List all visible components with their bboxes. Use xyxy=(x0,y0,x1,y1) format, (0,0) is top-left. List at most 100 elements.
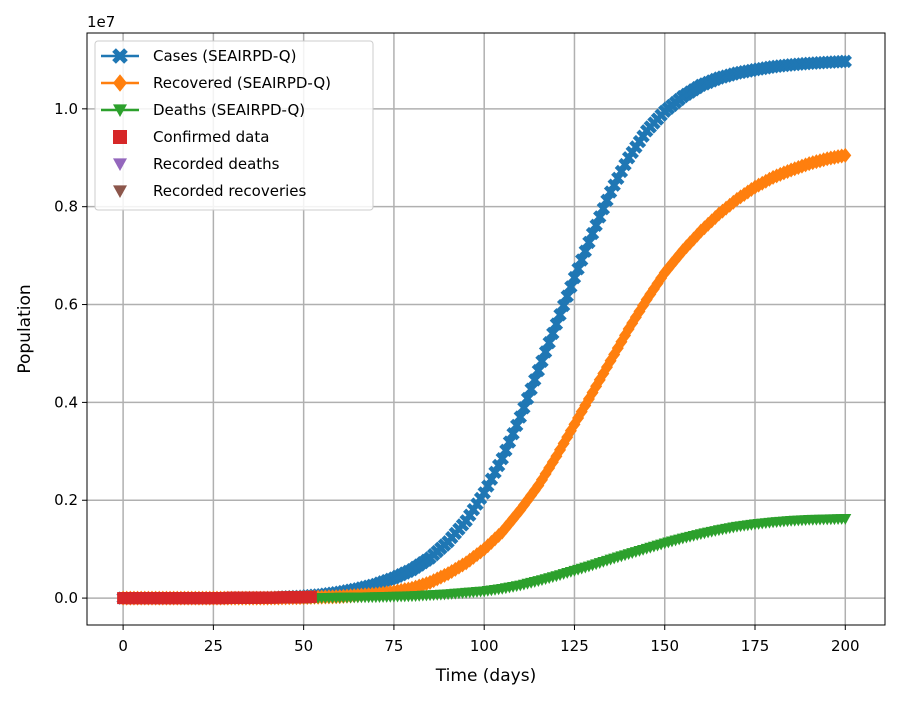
data-point-cases-seairpd-q-stroke xyxy=(481,479,495,493)
data-point-cases-seairpd-q xyxy=(556,298,571,313)
data-point-cases-seairpd-q xyxy=(582,235,596,250)
data-point-cases-seairpd-q xyxy=(611,171,625,186)
legend-marker xyxy=(112,48,128,64)
legend-label: Recorded deaths xyxy=(153,155,280,173)
data-point-cases-seairpd-q-stroke xyxy=(538,345,553,359)
data-point-cases-seairpd-q-stroke xyxy=(589,218,603,232)
x-tick-label: 50 xyxy=(294,637,313,655)
y-tick-label: 0.4 xyxy=(54,393,78,411)
data-point-cases-seairpd-q xyxy=(477,486,491,500)
data-point-cases-seairpd-q xyxy=(488,465,502,480)
data-point-cases-seairpd-q xyxy=(589,218,603,232)
data-point-cases-seairpd-q-stroke xyxy=(549,317,564,331)
series-layer xyxy=(116,54,852,606)
legend-item-recorded-recoveries: Recorded recoveries xyxy=(113,182,307,200)
y-tick-label: 0.8 xyxy=(54,198,78,216)
x-tick-label: 0 xyxy=(118,637,128,655)
legend-label: Recorded recoveries xyxy=(153,182,307,200)
data-point-cases-seairpd-q-stroke xyxy=(517,401,531,415)
data-point-cases-seairpd-q xyxy=(596,201,611,216)
x-tick-label: 150 xyxy=(650,637,679,655)
data-point-cases-seairpd-q-stroke xyxy=(574,253,589,267)
y-tick-label: 0.0 xyxy=(54,589,78,607)
y-tick-label: 0.2 xyxy=(54,491,78,509)
data-point-cases-seairpd-q-stroke xyxy=(618,157,632,172)
data-point-cases-seairpd-q-stroke xyxy=(477,486,491,500)
data-point-cases-seairpd-q xyxy=(549,317,564,331)
data-point-cases-seairpd-q xyxy=(538,345,553,359)
data-point-cases-seairpd-q xyxy=(524,382,538,396)
legend-label: Confirmed data xyxy=(153,128,269,146)
data-point-cases-seairpd-q-stroke xyxy=(585,226,600,241)
data-point-cases-seairpd-q xyxy=(564,280,578,294)
data-point-cases-seairpd-q-stroke xyxy=(495,451,509,466)
x-axis-label: Time (days) xyxy=(435,666,536,686)
data-point-cases-seairpd-q-stroke xyxy=(502,435,517,449)
data-point-cases-seairpd-q xyxy=(603,185,618,199)
y-offset-label: 1e7 xyxy=(87,13,115,31)
x-tick-label: 175 xyxy=(741,637,770,655)
data-point-cases-seairpd-q-stroke xyxy=(582,235,596,250)
data-point-cases-seairpd-q xyxy=(510,418,524,433)
legend-marker-stroke xyxy=(112,48,128,64)
data-point-cases-seairpd-q-stroke xyxy=(614,164,629,179)
data-point-cases-seairpd-q xyxy=(517,401,531,415)
y-tick-label: 1.0 xyxy=(54,100,78,118)
data-point-cases-seairpd-q-stroke xyxy=(542,336,556,350)
data-point-cases-seairpd-q-stroke xyxy=(556,298,571,313)
legend: Cases (SEAIRPD-Q) Recovered (SEAIRPD-Q) De… xyxy=(94,40,374,211)
series-deaths-seairpd-q xyxy=(297,514,852,605)
data-point-cases-seairpd-q-stroke xyxy=(838,54,852,69)
data-point-cases-seairpd-q-stroke xyxy=(491,458,506,473)
data-point-cases-seairpd-q-stroke xyxy=(571,262,585,276)
data-point-cases-seairpd-q-stroke xyxy=(593,210,607,224)
data-point-cases-seairpd-q xyxy=(553,308,567,322)
data-point-cases-seairpd-q-stroke xyxy=(531,363,546,378)
data-point-cases-seairpd-q xyxy=(506,427,520,441)
data-point-cases-seairpd-q-stroke xyxy=(567,270,582,285)
data-point-cases-seairpd-q xyxy=(614,164,629,179)
data-point-cases-seairpd-q-stroke xyxy=(564,280,578,294)
data-point-cases-seairpd-q-stroke xyxy=(513,410,527,424)
data-point-cases-seairpd-q-stroke xyxy=(553,308,567,322)
x-tick-label: 125 xyxy=(560,637,589,655)
data-point-cases-seairpd-q xyxy=(481,479,495,493)
data-point-cases-seairpd-q xyxy=(546,326,560,341)
data-point-cases-seairpd-q xyxy=(838,54,852,69)
legend-item-recovered-seairpd-q: Recovered (SEAIRPD-Q) xyxy=(101,74,331,92)
data-point-cases-seairpd-q-stroke xyxy=(488,465,502,480)
x-tick-label: 25 xyxy=(204,637,223,655)
data-point-cases-seairpd-q-stroke xyxy=(596,201,611,216)
data-point-cases-seairpd-q-stroke xyxy=(546,326,560,341)
data-point-cases-seairpd-q-stroke xyxy=(560,289,574,303)
data-point-cases-seairpd-q-stroke xyxy=(611,171,625,186)
data-point-cases-seairpd-q xyxy=(502,435,517,449)
legend-marker xyxy=(113,104,127,117)
data-point-cases-seairpd-q-stroke xyxy=(484,472,499,486)
data-point-cases-seairpd-q-stroke xyxy=(528,373,542,387)
data-point-cases-seairpd-q xyxy=(484,472,499,486)
series-confirmed-data xyxy=(117,590,317,605)
legend-item-confirmed-data: Confirmed data xyxy=(113,128,269,146)
data-point-cases-seairpd-q xyxy=(491,458,506,473)
legend-marker xyxy=(113,130,127,144)
data-point-cases-seairpd-q xyxy=(528,373,542,387)
data-point-confirmed-data xyxy=(304,590,317,603)
data-point-cases-seairpd-q-stroke xyxy=(524,382,538,396)
data-point-cases-seairpd-q-stroke xyxy=(499,443,513,458)
legend-marker xyxy=(113,74,127,92)
data-point-cases-seairpd-q-stroke xyxy=(578,244,592,258)
data-point-cases-seairpd-q xyxy=(600,193,614,208)
data-point-cases-seairpd-q xyxy=(585,226,600,241)
data-point-cases-seairpd-q-stroke xyxy=(535,354,549,368)
data-point-cases-seairpd-q xyxy=(542,336,556,350)
y-axis-label: Population xyxy=(15,284,35,373)
data-point-cases-seairpd-q xyxy=(567,270,582,285)
data-point-cases-seairpd-q xyxy=(520,391,535,406)
data-point-cases-seairpd-q xyxy=(607,178,621,192)
legend-item-recorded-deaths: Recorded deaths xyxy=(113,155,280,173)
legend-label: Recovered (SEAIRPD-Q) xyxy=(153,74,331,92)
y-tick-label: 0.6 xyxy=(54,296,78,314)
